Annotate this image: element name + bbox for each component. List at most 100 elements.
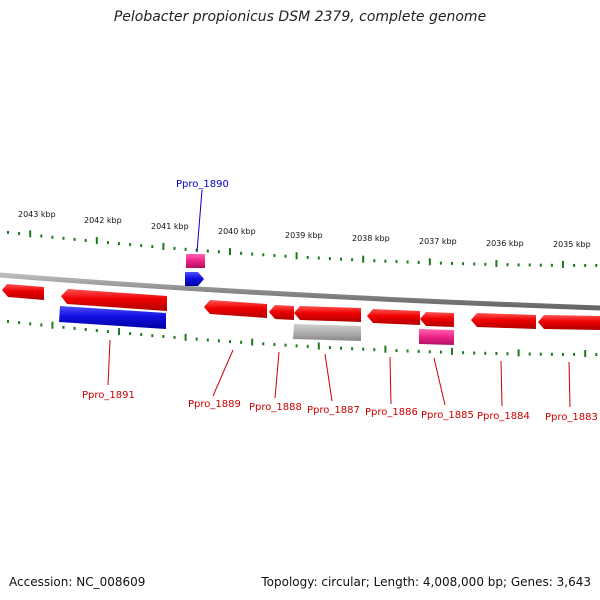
minor-tick bbox=[7, 230, 9, 234]
gene-label-ppro-1885[interactable]: Ppro_1885 bbox=[421, 410, 474, 421]
gene-label-ppro-1883[interactable]: Ppro_1883 bbox=[545, 412, 598, 423]
gene-ppro-1891-arrow[interactable] bbox=[61, 289, 167, 311]
major-tick bbox=[95, 237, 98, 245]
minor-tick bbox=[550, 263, 553, 267]
minor-tick bbox=[462, 262, 465, 266]
leader-line bbox=[274, 351, 280, 399]
minor-tick bbox=[7, 319, 9, 323]
minor-tick bbox=[373, 259, 376, 263]
minor-tick bbox=[451, 261, 453, 265]
minor-tick bbox=[184, 247, 187, 251]
minor-tick bbox=[573, 352, 576, 356]
forward-genes bbox=[185, 254, 205, 286]
minor-tick bbox=[495, 352, 498, 355]
minor-tick bbox=[40, 234, 43, 238]
gene-ppro-1890-pink[interactable] bbox=[186, 254, 205, 268]
major-tick bbox=[495, 260, 498, 267]
feature-blue-block[interactable] bbox=[59, 306, 166, 329]
minor-tick bbox=[328, 346, 331, 350]
minor-tick bbox=[84, 239, 87, 242]
minor-tick bbox=[162, 335, 165, 338]
minor-tick bbox=[328, 257, 331, 261]
scale-label: 2042 kbp bbox=[84, 216, 122, 225]
minor-tick bbox=[106, 330, 109, 334]
genome-summary: Topology: circular; Length: 4,008,000 bp… bbox=[261, 575, 591, 589]
minor-tick bbox=[240, 340, 243, 344]
minor-tick bbox=[439, 350, 442, 354]
gene-label-ppro-1887[interactable]: Ppro_1887 bbox=[307, 405, 360, 416]
major-tick bbox=[384, 345, 387, 353]
gene-label-ppro-1886[interactable]: Ppro_1886 bbox=[365, 407, 418, 418]
gene-ppro-1887-arrow[interactable] bbox=[294, 306, 361, 322]
minor-tick bbox=[595, 353, 598, 356]
scale-label: 2043 kbp bbox=[18, 210, 56, 219]
minor-tick bbox=[428, 350, 431, 354]
inner-features bbox=[59, 306, 454, 345]
gene-arrow-red[interactable] bbox=[2, 284, 44, 300]
gene-ppro-1885-arrow[interactable] bbox=[420, 312, 454, 327]
reverse-genes bbox=[2, 284, 600, 330]
feature-pink-block[interactable] bbox=[419, 329, 454, 345]
minor-tick bbox=[206, 249, 209, 253]
minor-tick bbox=[118, 242, 120, 246]
minor-tick bbox=[473, 351, 476, 355]
minor-tick bbox=[206, 338, 209, 342]
minor-tick bbox=[395, 349, 398, 353]
minor-tick bbox=[262, 253, 265, 257]
minor-tick bbox=[140, 244, 143, 248]
gene-label-ppro-1889[interactable]: Ppro_1889 bbox=[188, 399, 241, 410]
scale-label: 2041 kbp bbox=[151, 222, 189, 231]
gene-ppro-1886-arrow[interactable] bbox=[367, 309, 420, 325]
scale-label: 2037 kbp bbox=[419, 237, 457, 246]
minor-tick bbox=[229, 340, 231, 344]
minor-tick bbox=[595, 264, 598, 267]
gene-label-ppro-1891[interactable]: Ppro_1891 bbox=[82, 390, 135, 401]
minor-tick bbox=[173, 335, 176, 339]
gene-ppro-1883-arrow[interactable] bbox=[538, 315, 600, 330]
gene-ppro-1890-arrow[interactable] bbox=[185, 272, 204, 286]
major-tick bbox=[251, 338, 254, 346]
minor-tick bbox=[395, 260, 398, 264]
minor-tick bbox=[151, 245, 154, 249]
major-tick bbox=[51, 321, 54, 329]
minor-tick bbox=[539, 263, 542, 267]
accession-label: Accession: NC_008609 bbox=[9, 575, 146, 589]
minor-tick bbox=[539, 352, 542, 356]
minor-tick bbox=[284, 254, 287, 258]
minor-tick bbox=[217, 339, 220, 343]
major-tick bbox=[229, 248, 231, 256]
gene-label-ppro-1888[interactable]: Ppro_1888 bbox=[249, 402, 302, 413]
gene-ppro-1889-arrow[interactable] bbox=[204, 300, 267, 318]
minor-tick bbox=[306, 344, 309, 348]
inner-tick-track bbox=[7, 319, 598, 357]
scale-label: 2040 kbp bbox=[218, 227, 256, 236]
minor-tick bbox=[217, 250, 220, 254]
major-tick bbox=[184, 333, 187, 341]
minor-tick bbox=[473, 262, 476, 266]
minor-tick bbox=[550, 352, 553, 356]
leader-line bbox=[389, 356, 392, 405]
gene-ppro-1884-arrow[interactable] bbox=[471, 313, 536, 329]
minor-tick bbox=[517, 263, 520, 267]
minor-tick bbox=[18, 321, 21, 325]
minor-tick bbox=[62, 325, 65, 329]
leader-line bbox=[212, 349, 234, 397]
feature-gray-block[interactable] bbox=[293, 324, 361, 341]
major-tick bbox=[162, 243, 165, 250]
major-tick bbox=[451, 347, 453, 355]
minor-tick bbox=[417, 260, 420, 264]
minor-tick bbox=[306, 255, 309, 259]
leader-line bbox=[324, 353, 333, 402]
gene-label-ppro-1890[interactable]: Ppro_1890 bbox=[176, 179, 229, 190]
gene-ppro-1888-arrow[interactable] bbox=[269, 305, 294, 320]
leader-lines bbox=[107, 189, 571, 408]
minor-tick bbox=[284, 343, 287, 347]
major-tick bbox=[517, 349, 520, 357]
gene-label-ppro-1884[interactable]: Ppro_1884 bbox=[477, 411, 530, 422]
minor-tick bbox=[40, 323, 43, 327]
major-tick bbox=[362, 255, 365, 263]
minor-tick bbox=[528, 352, 531, 356]
major-tick bbox=[584, 350, 587, 357]
minor-tick bbox=[262, 342, 265, 346]
